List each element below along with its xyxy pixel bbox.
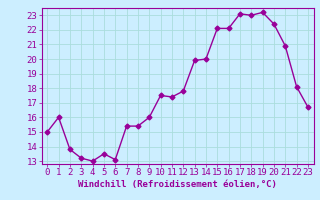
X-axis label: Windchill (Refroidissement éolien,°C): Windchill (Refroidissement éolien,°C) [78,180,277,189]
